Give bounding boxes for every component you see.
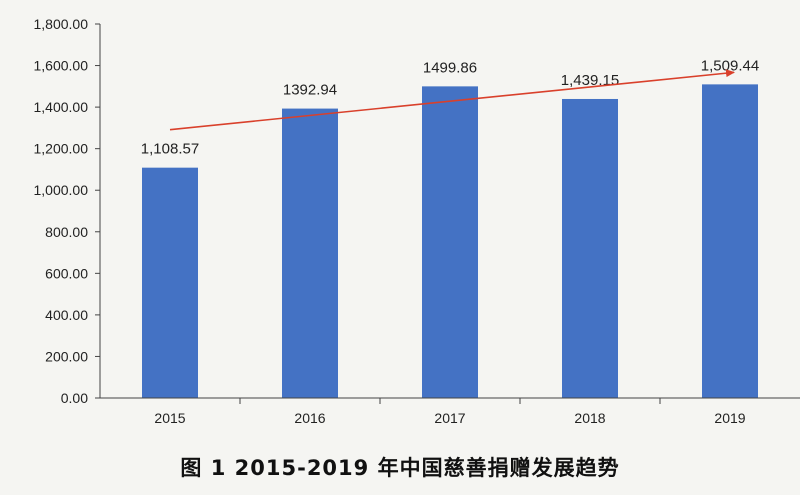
data-label-2017: 1499.86	[423, 59, 477, 76]
bars	[142, 84, 758, 398]
y-tick-label: 1,400.00	[34, 99, 89, 115]
axis-tick-marks	[95, 23, 661, 404]
y-tick-label: 1,800.00	[34, 16, 89, 32]
bar-2018	[562, 98, 618, 398]
x-tick-label-2017: 2017	[434, 410, 465, 426]
y-axis-tick-labels: 0.00 200.00 400.00 600.00 800.00 1,000.00 1,20…	[34, 16, 89, 406]
bar-chart: 0.00 200.00 400.00 600.00 800.00 1,000.00 1,20…	[34, 16, 800, 426]
x-tick-label-2016: 2016	[294, 410, 325, 426]
figure-caption: 图 1 2015-2019 年中国慈善捐赠发展趋势	[180, 456, 620, 480]
bar-2015	[142, 167, 198, 398]
x-axis-tick-labels: 2015 2016 2017 2018 2019	[154, 410, 745, 426]
data-label-2016: 1392.94	[283, 82, 337, 99]
trend-arrow	[169, 69, 735, 131]
bar-2016	[282, 108, 338, 398]
y-tick-label: 1,600.00	[34, 58, 89, 74]
y-tick-label: 200.00	[45, 348, 88, 364]
data-label-2015: 1,108.57	[141, 141, 199, 158]
y-tick-label: 600.00	[45, 265, 88, 281]
data-label-2019: 1,509.44	[701, 57, 759, 74]
y-tick-label: 0.00	[61, 390, 88, 406]
bar-2019	[702, 84, 758, 398]
x-tick-label-2018: 2018	[574, 410, 605, 426]
y-tick-label: 800.00	[45, 224, 88, 240]
bar-2017	[422, 86, 478, 398]
x-tick-label-2015: 2015	[154, 410, 185, 426]
y-tick-label: 400.00	[45, 307, 88, 323]
x-tick-label-2019: 2019	[714, 410, 745, 426]
y-tick-label: 1,200.00	[34, 141, 89, 157]
y-tick-label: 1,000.00	[34, 182, 89, 198]
